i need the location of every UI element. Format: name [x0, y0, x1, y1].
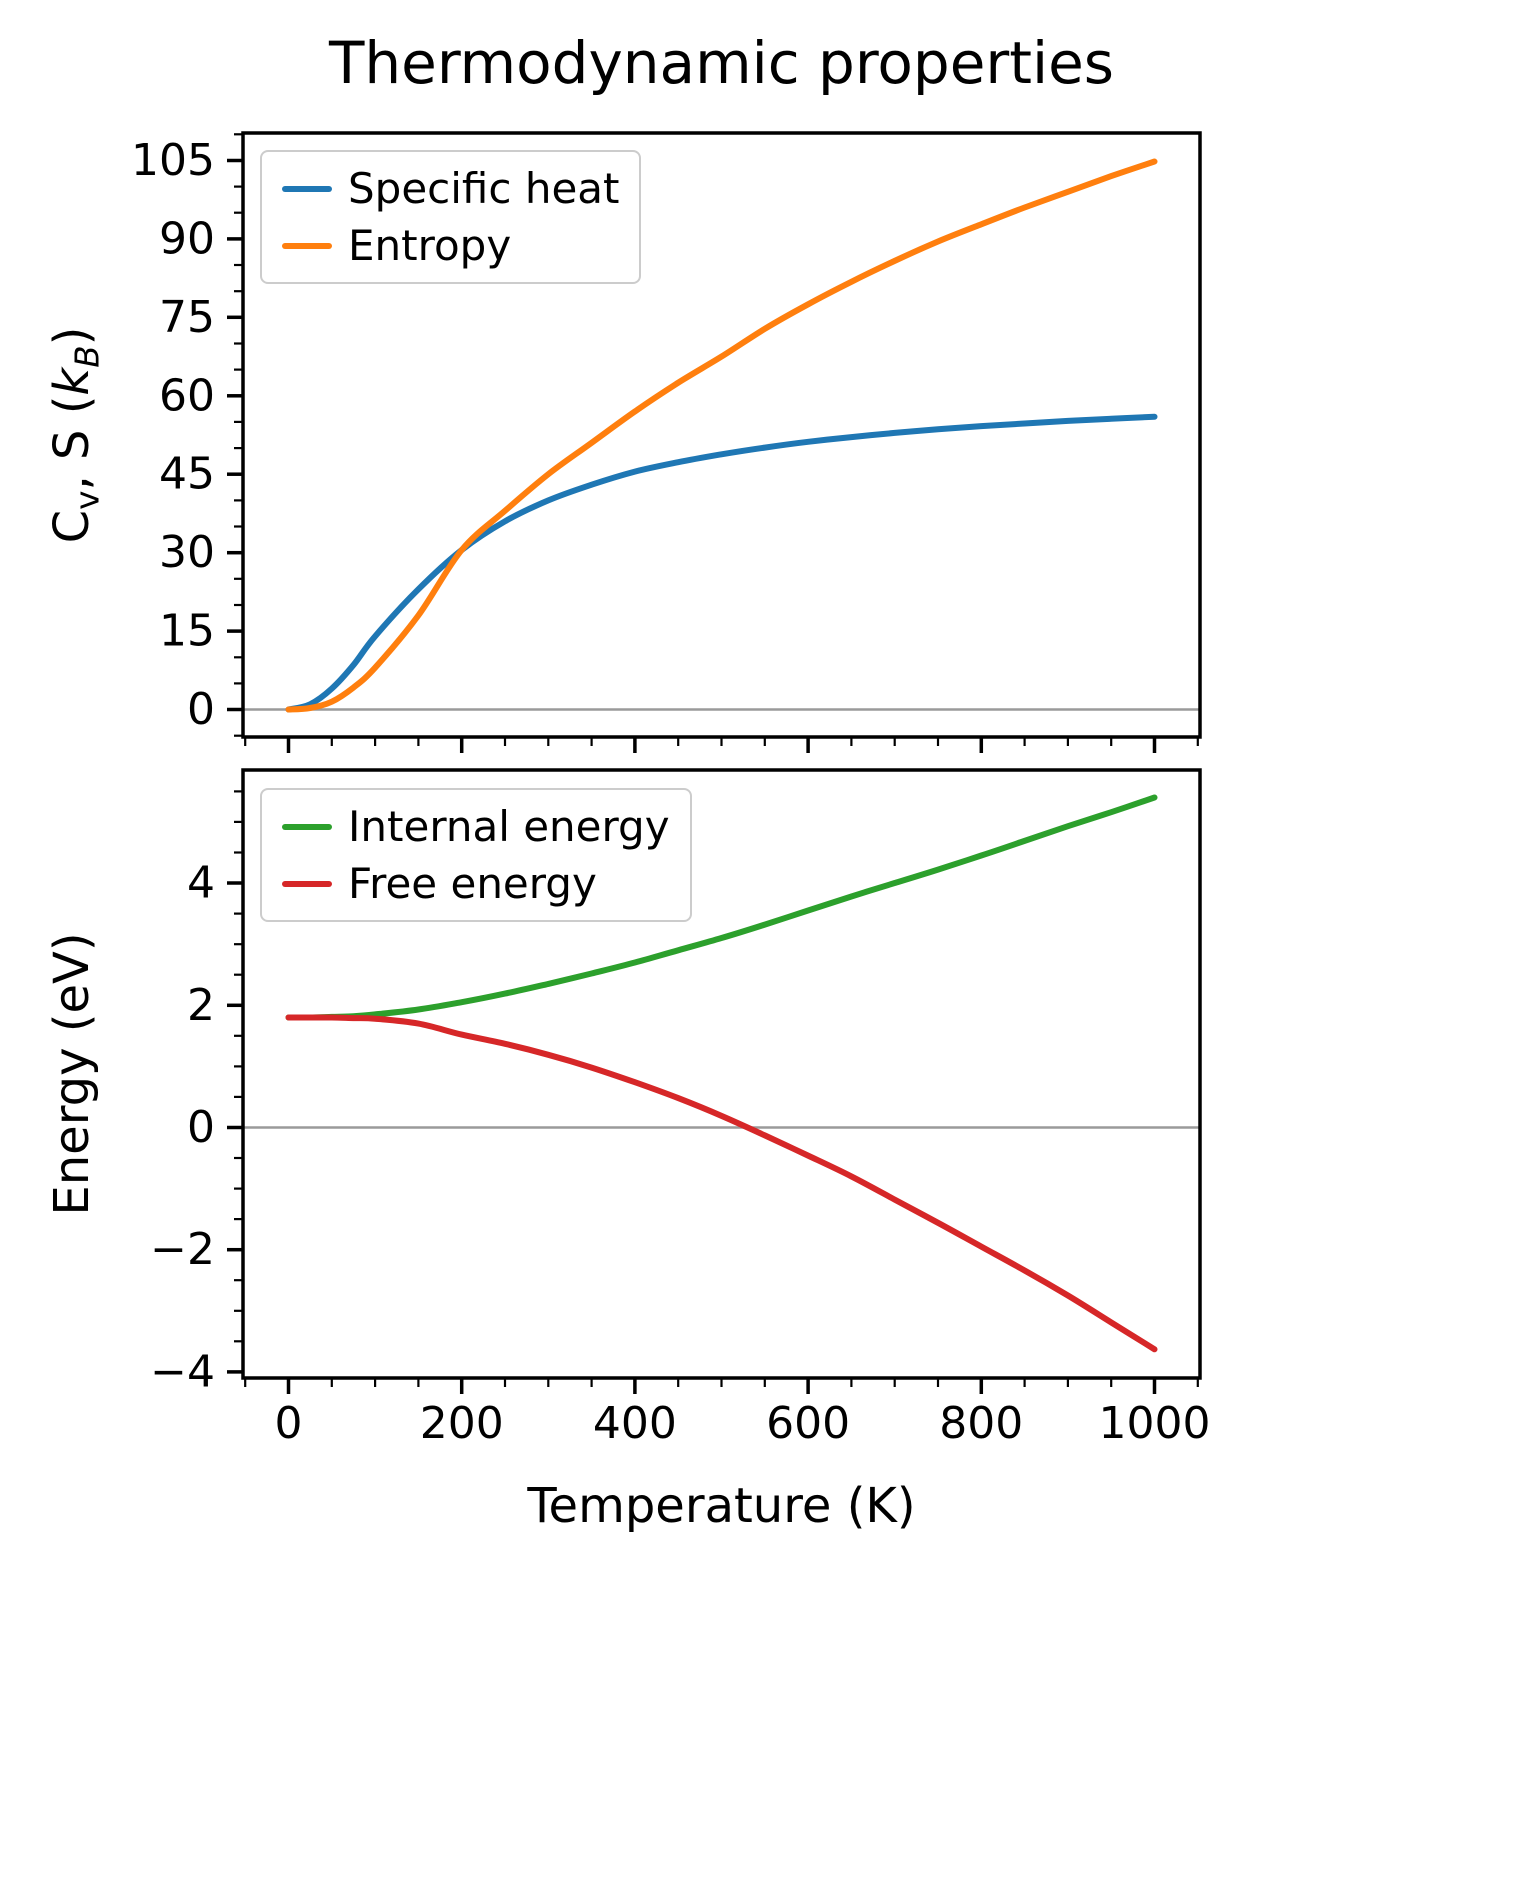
- legend-label-entropy: Entropy: [348, 221, 512, 270]
- x-tick-label: 800: [939, 1398, 1023, 1449]
- y-tick-label: 45: [159, 449, 215, 500]
- legend-label-internal-energy: Internal energy: [348, 802, 670, 851]
- y-tick-label: 2: [187, 980, 215, 1031]
- plot-area-top: 0 15 30 45 60 75 90 105: [131, 131, 1202, 753]
- legend-entry-entropy: Entropy: [282, 221, 619, 270]
- ylabel-part-sub-italic: B: [68, 345, 107, 368]
- series-line-entropy: [285, 158, 1158, 713]
- series-line-free-energy: [285, 1014, 1158, 1353]
- y-tick-label: 15: [159, 606, 215, 657]
- ylabel-part: ): [44, 326, 100, 346]
- y-tick-label: −2: [150, 1224, 215, 1275]
- ylabel-part-italic: k: [44, 367, 100, 396]
- chart-title: Thermodynamic properties: [328, 29, 1115, 97]
- series-line-specific-heat: [285, 413, 1158, 713]
- legend-line-specific-heat-icon: [282, 185, 332, 192]
- ylabel-part-sub: v: [68, 490, 107, 510]
- series-line-internal-energy: [285, 794, 1158, 1021]
- x-axis-label: Temperature (K): [527, 1478, 916, 1534]
- legend-label-free-energy: Free energy: [348, 859, 597, 908]
- legend-entry-internal-energy: Internal energy: [282, 802, 670, 851]
- legend-line-internal-energy-icon: [282, 823, 332, 830]
- y-axis-label-bottom: Energy (eV): [44, 932, 100, 1216]
- y-tick-label: 105: [131, 135, 215, 186]
- x-tick-label: 0: [275, 1398, 303, 1449]
- ylabel-part: , S (: [44, 395, 100, 491]
- x-tick-label: 600: [766, 1398, 850, 1449]
- plot-area-bottom: 0 200 400 600 800 1000 −4 −2 0 2 4: [150, 768, 1211, 1449]
- x-tick-label: 400: [593, 1398, 677, 1449]
- y-tick-label: 75: [159, 292, 215, 343]
- y-tick-label: 4: [187, 858, 215, 909]
- y-tick-label: 90: [159, 213, 215, 264]
- y-tick-label: 0: [187, 1102, 215, 1153]
- legend-bottom: Internal energy Free energy: [260, 788, 692, 922]
- legend-entry-specific-heat: Specific heat: [282, 164, 619, 213]
- legend-top: Specific heat Entropy: [260, 150, 642, 284]
- legend-entry-free-energy: Free energy: [282, 859, 670, 908]
- legend-line-free-energy-icon: [282, 880, 332, 887]
- y-tick-label: 30: [159, 527, 215, 578]
- y-tick-label: −4: [150, 1346, 215, 1397]
- y-tick-label: 0: [187, 684, 215, 735]
- legend-line-entropy-icon: [282, 242, 332, 249]
- y-axis-label-top: Cv, S (kB): [44, 326, 107, 544]
- y-tick-label: 60: [159, 370, 215, 421]
- x-tick-label: 1000: [1099, 1398, 1211, 1449]
- legend-label-specific-heat: Specific heat: [348, 164, 620, 213]
- x-tick-label: 200: [420, 1398, 504, 1449]
- ylabel-part: C: [44, 509, 100, 544]
